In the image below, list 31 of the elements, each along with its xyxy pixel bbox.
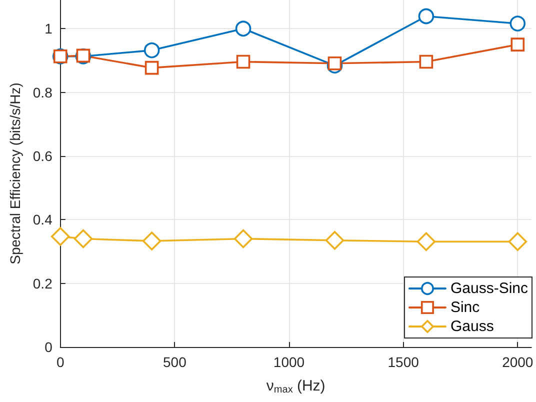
y-tick-label: 0: [44, 339, 53, 355]
point: [418, 8, 434, 24]
point: [235, 20, 252, 37]
point: [508, 232, 528, 252]
point: [74, 229, 93, 248]
point: [325, 230, 344, 250]
point: [328, 56, 342, 70]
point: [142, 232, 162, 250]
point: [510, 38, 525, 52]
x-tick-label: 1000: [273, 354, 305, 370]
point: [144, 42, 160, 58]
legend-label: Sinc: [450, 299, 480, 316]
y-tick-label: 0.8: [32, 84, 53, 100]
point: [236, 54, 250, 69]
point: [510, 16, 526, 32]
x-tick-label: 2000: [502, 354, 534, 370]
y-tick-label: 0.4: [32, 212, 53, 228]
point: [234, 229, 253, 248]
x-tick-label: 0: [56, 354, 64, 370]
x-tick-label: 1500: [388, 354, 420, 370]
point: [419, 54, 434, 69]
y-tick-label: 0.2: [32, 275, 53, 292]
legend-label: Gauss-Sinc: [450, 280, 528, 297]
x-tick-label: 500: [163, 354, 187, 370]
y-tick-label: 1: [44, 20, 53, 37]
y-tick-label: 0.6: [32, 148, 53, 164]
point: [144, 60, 159, 75]
point: [50, 227, 70, 246]
point: [416, 232, 436, 252]
legend-label: Gauss: [450, 318, 494, 335]
y-axis-title: Spectral Efficiency (bits/s/Hz): [7, 82, 23, 264]
